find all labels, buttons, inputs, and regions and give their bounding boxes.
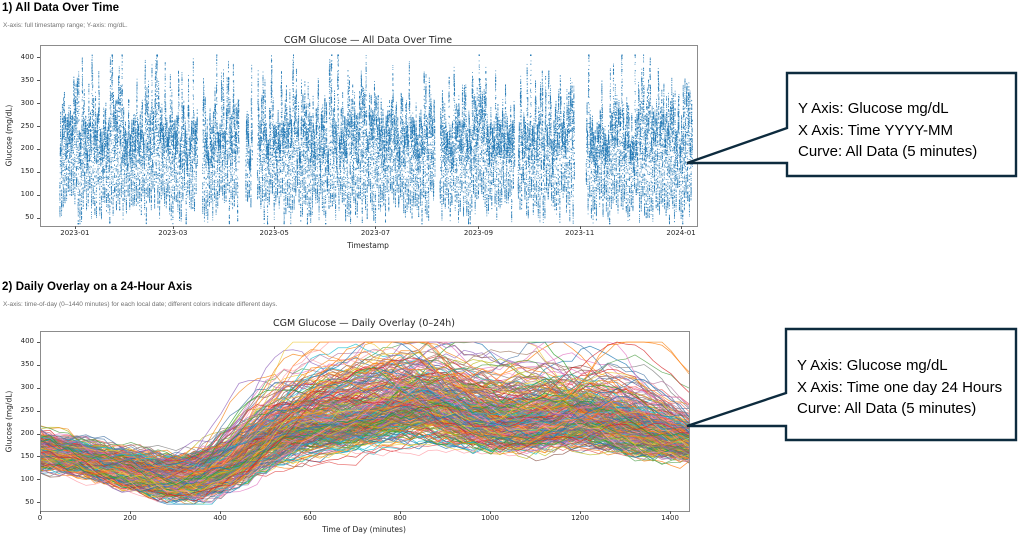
y-tick-label: 150 bbox=[20, 167, 34, 176]
x-axis-label: Time of Day (minutes) bbox=[322, 525, 406, 534]
y-tick-label: 350 bbox=[20, 75, 34, 84]
x-tick-label: 1000 bbox=[481, 514, 499, 522]
y-tick-mark bbox=[37, 456, 40, 458]
x-tick-mark bbox=[478, 226, 480, 229]
y-tick-label: 200 bbox=[20, 429, 34, 438]
x-tick-mark bbox=[40, 511, 41, 514]
x-tick-mark bbox=[310, 511, 311, 514]
x-tick-mark bbox=[579, 226, 581, 229]
y-tick-label: 350 bbox=[20, 360, 34, 369]
y-tick-label: 50 bbox=[25, 213, 34, 222]
x-tick-mark bbox=[130, 511, 131, 514]
y-tick-mark bbox=[37, 410, 40, 412]
x-tick-label: 600 bbox=[303, 514, 317, 522]
callout-line-y-axis: Y Axis: Glucose mg/dL bbox=[798, 100, 949, 117]
x-tick-label: 2023-01 bbox=[60, 229, 90, 237]
x-tick-label: 1200 bbox=[571, 514, 589, 522]
y-axis-label: Glucose (mg/dL) bbox=[4, 390, 14, 453]
callout-all-data: Y Axis: Glucose mg/dL X Axis: Time YYYY-… bbox=[640, 68, 1019, 183]
y-tick-label: 300 bbox=[20, 98, 34, 107]
callout-bubble-shape bbox=[686, 71, 1018, 178]
section-1-heading: 1) All Data Over Time bbox=[2, 2, 120, 14]
x-tick-label: 2023-05 bbox=[259, 229, 289, 237]
x-tick-label: 2024-01 bbox=[666, 229, 696, 237]
x-tick-label: 200 bbox=[123, 514, 137, 522]
x-tick-mark bbox=[490, 511, 491, 514]
all-data-scatter-canvas bbox=[41, 46, 697, 226]
x-tick-label: 800 bbox=[393, 514, 407, 522]
y-tick-label: 100 bbox=[20, 190, 34, 199]
y-tick-mark bbox=[37, 364, 40, 366]
y-tick-mark bbox=[37, 217, 40, 219]
chart-title: CGM Glucose — Daily Overlay (0–24h) bbox=[273, 318, 455, 329]
y-tick-mark bbox=[37, 126, 40, 128]
y-tick-mark bbox=[37, 57, 40, 59]
y-axis-label: Glucose (mg/dL) bbox=[4, 104, 14, 167]
y-tick-mark bbox=[37, 387, 40, 389]
callout-line-y-axis: Y Axis: Glucose mg/dL bbox=[797, 357, 948, 374]
x-tick-mark bbox=[681, 226, 683, 229]
x-tick-label: 2023-11 bbox=[565, 229, 595, 237]
section-2-note: X-axis: time-of-day (0–1440 minutes) for… bbox=[3, 301, 278, 308]
y-tick-mark bbox=[37, 171, 40, 173]
x-tick-label: 1400 bbox=[661, 514, 679, 522]
callout-bubble-shape bbox=[686, 327, 1018, 442]
y-tick-label: 400 bbox=[20, 337, 34, 346]
section-2-heading: 2) Daily Overlay on a 24-Hour Axis bbox=[2, 281, 193, 293]
y-tick-mark bbox=[37, 433, 40, 435]
x-tick-mark bbox=[580, 511, 581, 514]
figure-daily-overlay: CGM Glucose — Daily Overlay (0–24h) 50 10… bbox=[0, 316, 712, 537]
y-tick-label: 150 bbox=[20, 451, 34, 460]
x-tick-label: 2023-09 bbox=[463, 229, 494, 237]
y-tick-mark bbox=[37, 103, 40, 105]
x-tick-label: 0 bbox=[37, 514, 43, 522]
y-tick-label: 100 bbox=[20, 474, 34, 483]
chart-title: CGM Glucose — All Data Over Time bbox=[283, 35, 453, 46]
y-tick-label: 200 bbox=[20, 144, 34, 153]
figure-all-data-over-time: CGM Glucose — All Data Over Time 50 100 15… bbox=[0, 33, 712, 259]
x-tick-mark bbox=[220, 511, 221, 514]
x-tick-label: 2023-07 bbox=[360, 229, 391, 237]
y-tick-label: 400 bbox=[20, 52, 34, 61]
x-tick-mark bbox=[375, 226, 377, 229]
x-tick-label: 2023-03 bbox=[158, 229, 188, 237]
y-tick-label: 250 bbox=[20, 121, 34, 130]
y-tick-mark bbox=[37, 479, 40, 481]
x-tick-mark bbox=[172, 226, 174, 229]
x-axis-label: Timestamp bbox=[347, 241, 389, 250]
y-tick-mark bbox=[37, 148, 40, 150]
callout-line-curve: Curve: All Data (5 minutes) bbox=[797, 400, 977, 417]
x-tick-mark bbox=[74, 226, 76, 229]
daily-overlay-canvas bbox=[41, 332, 689, 511]
section-1-note: X-axis: full timestamp range; Y-axis: mg… bbox=[3, 22, 128, 29]
y-tick-label: 50 bbox=[25, 497, 34, 506]
callout-line-x-axis: X Axis: Time one day 24 Hours bbox=[797, 378, 1003, 396]
plot-area bbox=[40, 331, 690, 512]
y-tick-mark bbox=[37, 341, 40, 343]
plot-area bbox=[40, 45, 698, 227]
x-tick-mark bbox=[274, 226, 276, 229]
x-tick-mark bbox=[670, 511, 671, 514]
x-tick-mark bbox=[400, 511, 401, 514]
callout-daily-overlay: Y Axis: Glucose mg/dL X Axis: Time one d… bbox=[640, 323, 1019, 447]
callout-line-x-axis: X Axis: Time YYYY-MM bbox=[798, 121, 954, 139]
y-tick-mark bbox=[37, 502, 40, 504]
callout-line-curve: Curve: All Data (5 minutes) bbox=[798, 143, 978, 160]
y-tick-label: 300 bbox=[20, 383, 34, 392]
x-tick-label: 400 bbox=[213, 514, 227, 522]
y-tick-label: 250 bbox=[20, 406, 34, 415]
y-tick-mark bbox=[37, 194, 40, 196]
y-tick-mark bbox=[37, 80, 40, 82]
